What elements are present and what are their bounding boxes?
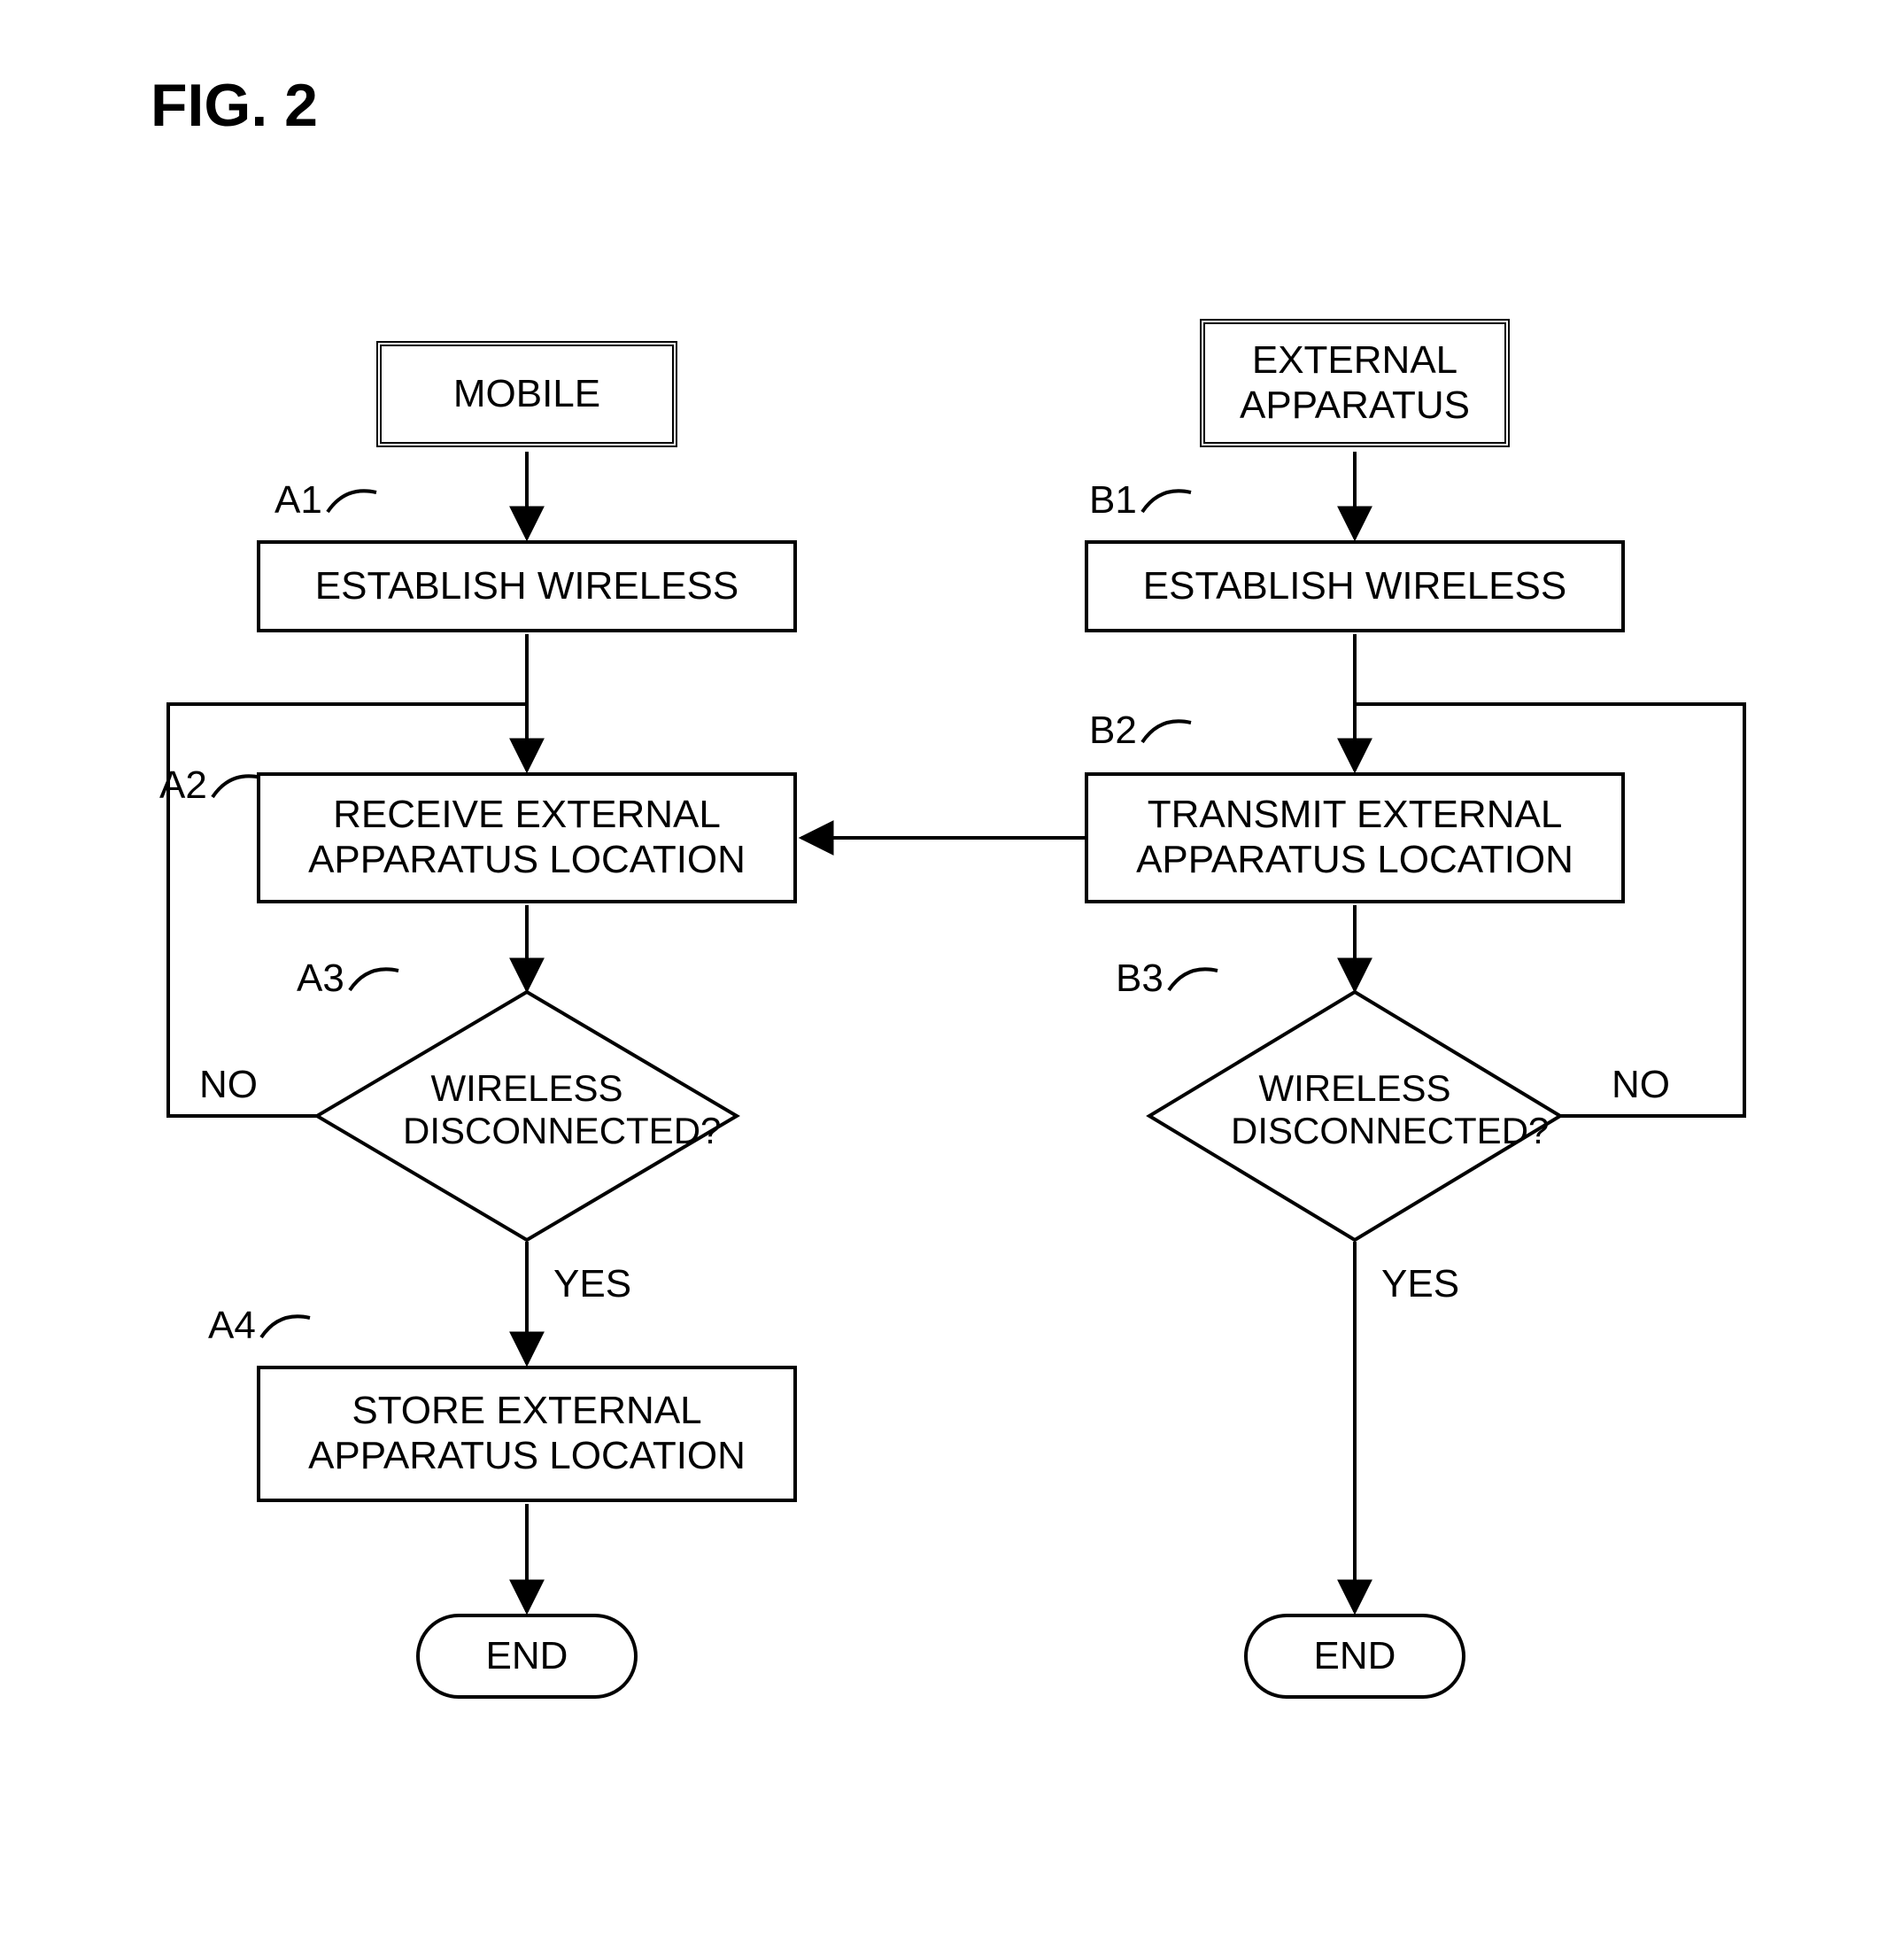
mobile-end: END <box>416 1614 638 1699</box>
external-terminal-text: EXTERNAL APPARATUS <box>1240 338 1470 428</box>
step-a4-text: STORE EXTERNAL APPARATUS LOCATION <box>308 1389 746 1478</box>
step-b1-text: ESTABLISH WIRELESS <box>1143 564 1566 609</box>
step-a3-no: NO <box>199 1063 258 1107</box>
flowchart-canvas: FIG. 2 <box>0 0 1902 1960</box>
step-b1: ESTABLISH WIRELESS <box>1085 540 1625 632</box>
mobile-end-text: END <box>486 1634 568 1678</box>
step-a2-text: RECEIVE EXTERNAL APPARATUS LOCATION <box>308 793 746 882</box>
step-a1-label: A1 <box>274 478 322 523</box>
external-end-text: END <box>1314 1634 1396 1678</box>
external-terminal: EXTERNAL APPARATUS <box>1200 319 1510 447</box>
mobile-terminal: MOBILE <box>376 341 677 447</box>
step-a3-label: A3 <box>297 957 344 1001</box>
step-b3-text: WIRELESS DISCONNECTED? <box>1231 1067 1479 1153</box>
step-a1: ESTABLISH WIRELESS <box>257 540 797 632</box>
connectors <box>0 0 1902 1960</box>
external-end: END <box>1244 1614 1465 1699</box>
step-a2-label: A2 <box>159 763 207 808</box>
step-a4-label: A4 <box>208 1304 256 1348</box>
step-b2: TRANSMIT EXTERNAL APPARATUS LOCATION <box>1085 772 1625 903</box>
step-a2: RECEIVE EXTERNAL APPARATUS LOCATION <box>257 772 797 903</box>
step-b2-text: TRANSMIT EXTERNAL APPARATUS LOCATION <box>1136 793 1573 882</box>
step-a4: STORE EXTERNAL APPARATUS LOCATION <box>257 1366 797 1502</box>
step-b2-label: B2 <box>1089 709 1137 753</box>
figure-title: FIG. 2 <box>151 71 318 140</box>
step-b1-label: B1 <box>1089 478 1137 523</box>
step-a3-text: WIRELESS DISCONNECTED? <box>403 1067 651 1153</box>
step-b3-no: NO <box>1612 1063 1670 1107</box>
step-a1-text: ESTABLISH WIRELESS <box>315 564 738 609</box>
step-a3-yes: YES <box>553 1262 631 1306</box>
mobile-terminal-text: MOBILE <box>453 372 600 417</box>
step-b3-label: B3 <box>1116 957 1164 1001</box>
step-b3-yes: YES <box>1381 1262 1459 1306</box>
